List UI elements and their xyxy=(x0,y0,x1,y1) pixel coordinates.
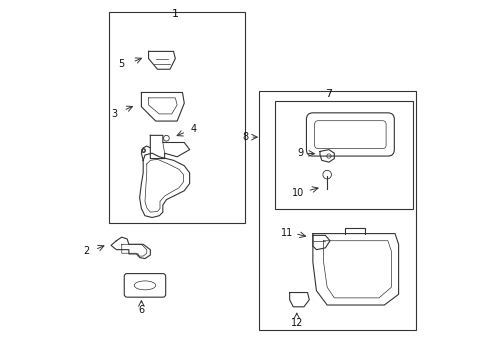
Text: 10: 10 xyxy=(292,188,304,198)
Bar xyxy=(259,91,416,330)
Text: 7: 7 xyxy=(325,89,333,99)
Bar xyxy=(275,102,413,208)
Text: 6: 6 xyxy=(138,305,145,315)
Text: 4: 4 xyxy=(190,124,196,134)
Text: 12: 12 xyxy=(291,318,303,328)
Text: 2: 2 xyxy=(83,247,89,256)
Text: 5: 5 xyxy=(119,59,125,69)
Text: 8: 8 xyxy=(243,132,249,142)
Text: 11: 11 xyxy=(281,228,293,238)
Text: 1: 1 xyxy=(172,9,179,19)
Text: 9: 9 xyxy=(297,148,303,158)
Text: 3: 3 xyxy=(112,109,118,119)
Bar xyxy=(109,12,245,223)
